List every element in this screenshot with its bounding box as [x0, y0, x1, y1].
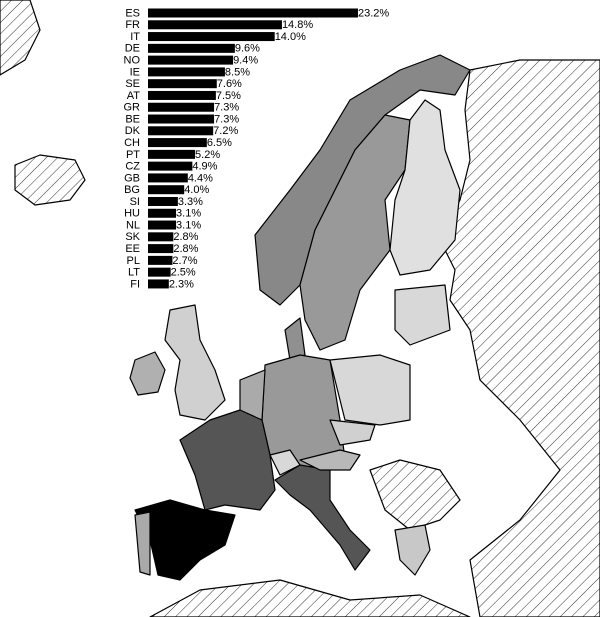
denmark	[284, 317, 306, 361]
value-label: 4.0%	[184, 184, 209, 196]
bar	[148, 43, 235, 53]
category-label: IT	[130, 31, 140, 43]
category-label: FI	[130, 278, 140, 290]
category-label: SE	[125, 78, 140, 90]
bar	[148, 114, 215, 124]
value-label: 4.9%	[192, 161, 217, 173]
category-label: DE	[125, 43, 140, 55]
bar	[148, 196, 178, 206]
category-label: EE	[125, 243, 140, 255]
value-label: 5.2%	[195, 149, 220, 161]
bar	[148, 32, 275, 42]
russia-region	[439, 59, 600, 617]
finland	[389, 99, 461, 276]
bar	[148, 244, 174, 254]
value-label: 7.5%	[216, 90, 241, 102]
category-label: BG	[124, 184, 140, 196]
value-label: 3.1%	[176, 219, 201, 231]
value-label: 7.6%	[217, 78, 242, 90]
bar	[148, 232, 174, 242]
poland	[329, 354, 411, 426]
category-label: PL	[127, 255, 140, 267]
value-label: 2.8%	[173, 243, 198, 255]
value-label: 6.5%	[207, 137, 232, 149]
category-label: SK	[125, 231, 140, 243]
category-label: BE	[125, 113, 140, 125]
uk	[164, 304, 226, 421]
value-label: 14.8%	[282, 19, 313, 31]
value-label: 4.4%	[188, 172, 213, 184]
value-label: 7.2%	[213, 125, 238, 137]
spain	[134, 499, 236, 581]
greece	[394, 524, 431, 576]
value-label: 3.3%	[178, 196, 203, 208]
bar	[148, 55, 234, 65]
category-label: FR	[125, 19, 140, 31]
category-label: GB	[124, 172, 140, 184]
value-label: 2.5%	[171, 267, 196, 279]
value-label: 2.8%	[173, 231, 198, 243]
north-africa	[149, 579, 471, 617]
value-label: 9.6%	[235, 43, 260, 55]
category-label: ES	[125, 7, 140, 19]
baltics	[394, 284, 451, 346]
bar	[148, 138, 207, 148]
bar	[148, 67, 225, 77]
category-label: NO	[124, 55, 141, 67]
value-label: 9.4%	[233, 55, 258, 67]
category-label: HU	[124, 208, 140, 220]
bar	[148, 267, 171, 277]
category-label: CZ	[125, 161, 140, 173]
bar	[148, 102, 215, 112]
italy	[274, 464, 371, 571]
category-label: PT	[126, 149, 140, 161]
value-label: 2.7%	[172, 255, 197, 267]
category-label: GR	[124, 102, 141, 114]
iceland	[14, 154, 86, 206]
portugal	[134, 511, 151, 576]
category-label: AT	[127, 90, 141, 102]
category-label: LT	[128, 267, 140, 279]
bar	[148, 208, 177, 218]
value-label: 7.3%	[214, 113, 239, 125]
value-label: 23.2%	[358, 7, 389, 19]
bar	[148, 90, 216, 100]
category-label: NL	[126, 219, 140, 231]
bar	[148, 20, 282, 30]
category-label: IE	[130, 66, 140, 78]
bar	[148, 279, 169, 289]
value-label: 3.1%	[176, 208, 201, 220]
greenland	[0, 0, 41, 76]
bar	[148, 220, 177, 230]
bar	[148, 8, 358, 18]
value-label: 7.3%	[214, 102, 239, 114]
balkans	[369, 459, 461, 531]
sweden	[299, 114, 411, 351]
category-label: DK	[125, 125, 141, 137]
france	[179, 409, 276, 511]
category-label: CH	[124, 137, 140, 149]
bar	[148, 255, 173, 265]
bar-chart: ES 23.2% FR 14.8% IT 14.0% DE 9.6% NO 9.4% IE 8.5% S…	[124, 7, 390, 290]
ireland	[129, 351, 166, 396]
bar	[148, 79, 217, 89]
category-label: SI	[130, 196, 140, 208]
austria	[299, 449, 361, 471]
bar	[148, 161, 193, 171]
czechia	[329, 419, 376, 446]
value-label: 8.5%	[225, 66, 250, 78]
bar	[148, 149, 196, 159]
value-label: 2.3%	[169, 278, 194, 290]
bar	[148, 173, 188, 183]
bar	[148, 126, 214, 136]
value-label: 14.0%	[275, 31, 306, 43]
bar	[148, 185, 185, 195]
